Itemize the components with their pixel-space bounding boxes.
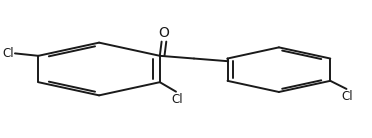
Text: O: O [158,26,169,40]
Text: Cl: Cl [341,90,353,103]
Text: Cl: Cl [2,47,13,60]
Text: Cl: Cl [171,93,183,106]
